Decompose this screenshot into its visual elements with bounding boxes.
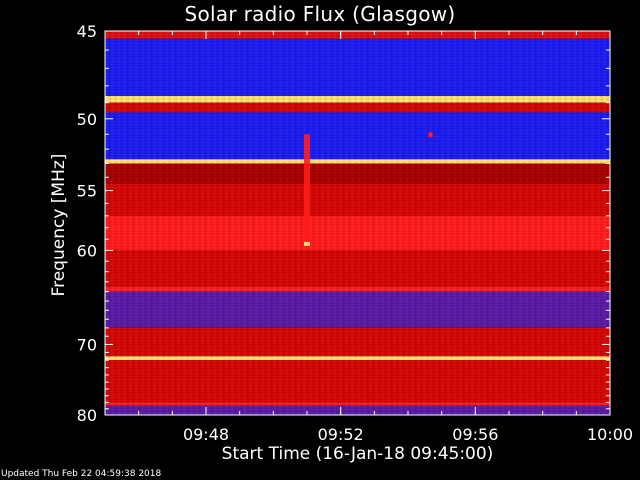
- y-tick-label: 80: [77, 406, 97, 425]
- x-tick-label: 09:48: [183, 425, 229, 444]
- x-tick-label: 09:56: [452, 425, 498, 444]
- y-tick-label: 45: [77, 22, 97, 41]
- y-tick-label: 60: [77, 241, 97, 260]
- burst-tip: [304, 241, 310, 246]
- x-tick-label: 10:00: [587, 425, 633, 444]
- y-tick-label: 55: [77, 182, 97, 201]
- burst-feature: [304, 134, 310, 245]
- y-axis-label: Frequency [MHz]: [49, 153, 69, 297]
- x-tick-label: 09:52: [318, 425, 364, 444]
- heatmap-texture: [105, 31, 610, 415]
- y-tick-label: 50: [77, 110, 97, 129]
- chart-title: Solar radio Flux (Glasgow): [184, 2, 456, 26]
- plot-frame: [104, 30, 611, 416]
- axes: 45 50 55 60 70 80 09:48 09:52 09:56 10:00: [77, 22, 633, 444]
- y-tick-label: 70: [77, 335, 97, 354]
- updated-timestamp: Updated Thu Feb 22 04:59:38 2018: [1, 469, 162, 479]
- spot-feature: [428, 132, 433, 138]
- heatmap-plot-area: [105, 31, 610, 415]
- x-axis-label: Start Time (16-Jan-18 09:45:00): [221, 444, 494, 464]
